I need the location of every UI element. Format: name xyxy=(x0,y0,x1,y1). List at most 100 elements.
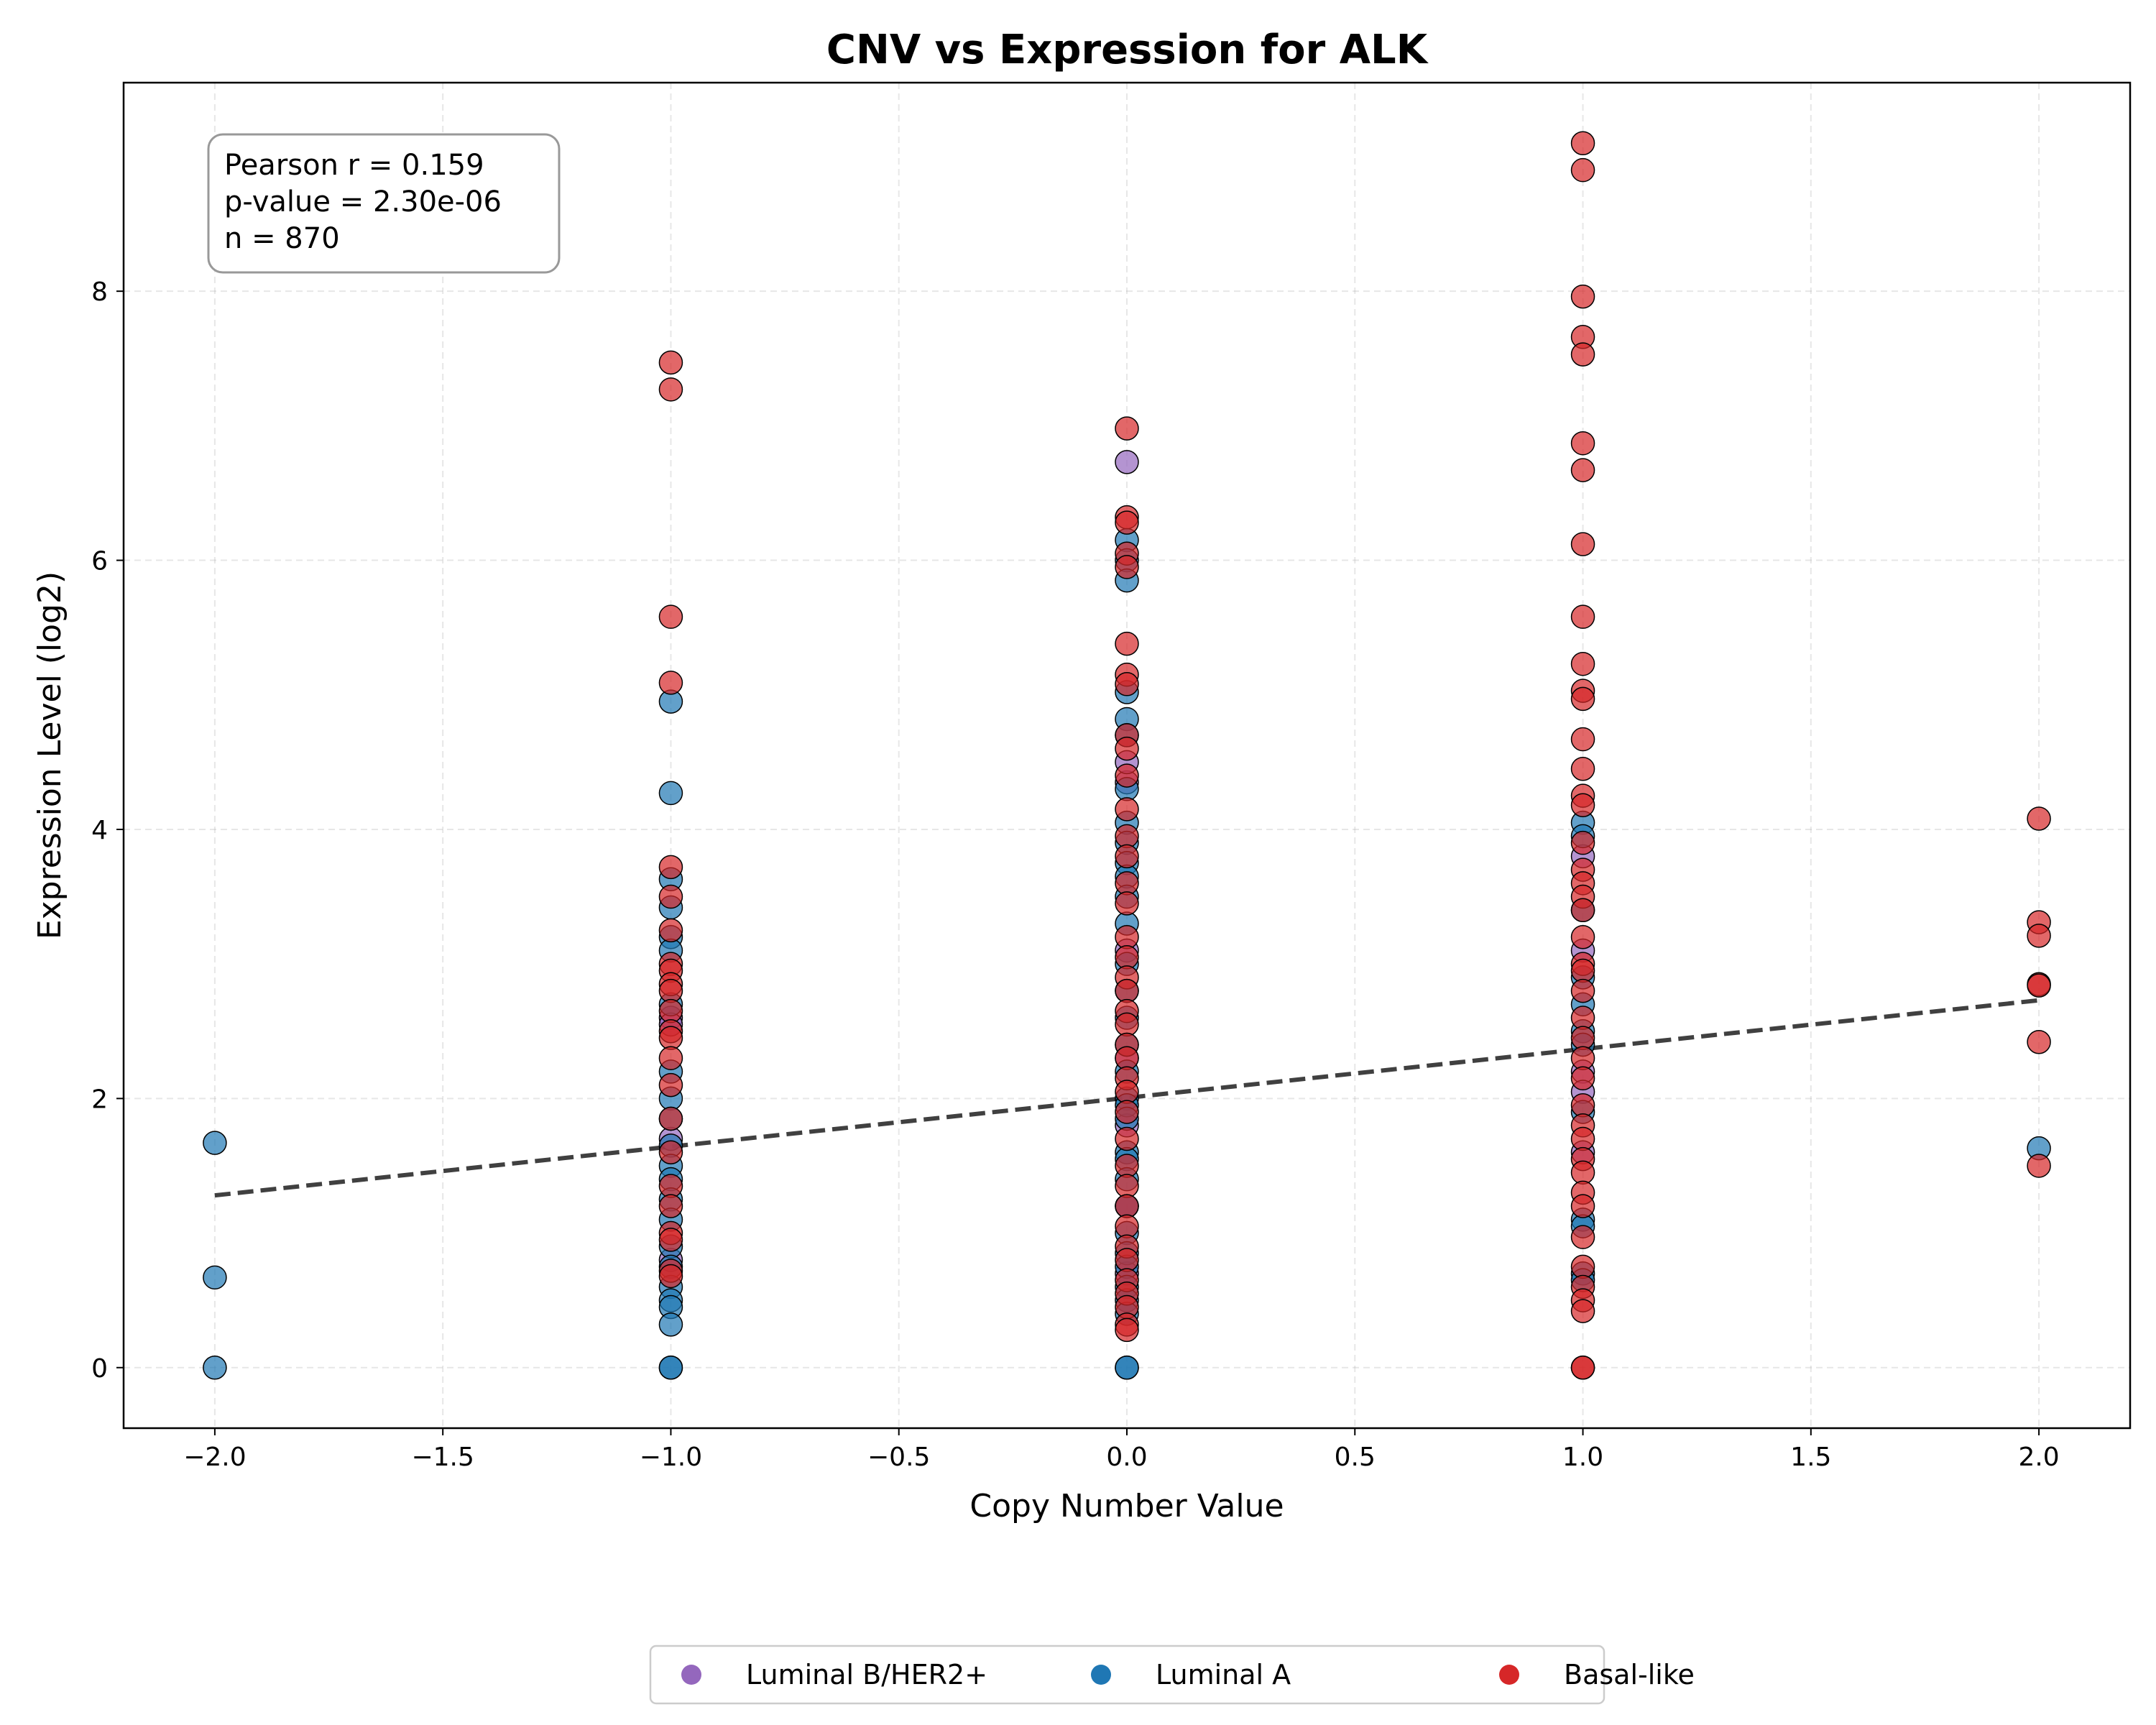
data-point xyxy=(1115,871,1139,896)
data-point xyxy=(658,1312,683,1337)
data-point xyxy=(1570,793,1595,818)
legend-marker xyxy=(1499,1665,1519,1685)
data-point xyxy=(658,1356,683,1380)
data-point xyxy=(1115,891,1139,916)
data-point xyxy=(1115,672,1139,696)
data-point xyxy=(1570,898,1595,923)
data-point xyxy=(658,1264,683,1289)
data-point xyxy=(1570,1046,1595,1070)
data-point xyxy=(1570,1254,1595,1279)
stats-box: Pearson r = 0.159 p-value = 2.30e-06 n =… xyxy=(207,133,561,274)
data-point xyxy=(658,1106,683,1131)
legend-frame xyxy=(649,1644,1606,1705)
data-point xyxy=(1115,1126,1139,1151)
legend-items: Luminal B/HER2+ Luminal A Basal-like xyxy=(681,1659,1695,1690)
y-tick-label: 8 xyxy=(91,277,108,307)
x-tick-label: 1.5 xyxy=(1790,1443,1831,1472)
data-point xyxy=(1570,958,1595,983)
data-point xyxy=(1570,284,1595,309)
x-tick-label: −1.0 xyxy=(640,1443,702,1472)
data-point xyxy=(658,1140,683,1164)
data-point xyxy=(1115,1317,1139,1343)
x-axis-label: Copy Number Value xyxy=(969,1488,1284,1524)
data-point xyxy=(1115,763,1139,788)
data-point xyxy=(1570,924,1595,949)
data-point xyxy=(1115,1356,1139,1380)
data-point xyxy=(2027,973,2051,998)
y-axis-label: Expression Level (log2) xyxy=(32,571,68,939)
data-point xyxy=(1570,1126,1595,1151)
data-point xyxy=(658,1072,683,1098)
data-point xyxy=(1115,1080,1139,1104)
data-point xyxy=(1115,416,1139,441)
data-point xyxy=(1115,824,1139,849)
data-point xyxy=(658,1174,683,1198)
legend: Luminal B/HER2+ Luminal A Basal-like xyxy=(649,1644,1695,1705)
x-tick-label: 0.5 xyxy=(1335,1443,1376,1472)
data-point xyxy=(1115,797,1139,822)
x-axis-ticks: −2.0 −1.5 −1.0 −0.5 0.0 0.5 1.0 1.5 2.0 xyxy=(183,1428,2060,1472)
data-point xyxy=(1115,978,1139,1003)
y-tick-label: 4 xyxy=(91,816,108,845)
data-point xyxy=(658,918,683,943)
data-point xyxy=(1570,342,1595,367)
data-point xyxy=(2027,924,2051,948)
data-point xyxy=(658,604,683,629)
y-tick-label: 6 xyxy=(91,547,108,576)
data-point xyxy=(1570,131,1595,155)
data-point xyxy=(1115,1174,1139,1198)
data-point xyxy=(1115,945,1139,970)
data-point xyxy=(1570,756,1595,781)
data-point xyxy=(1570,1299,1595,1323)
data-point xyxy=(1570,532,1595,556)
data-point xyxy=(658,1046,683,1070)
data-point xyxy=(1570,1092,1595,1118)
data-point xyxy=(1115,1100,1139,1124)
chart-title: CNV vs Expression for ALK xyxy=(826,27,1429,73)
data-point xyxy=(2027,1154,2051,1178)
data-point xyxy=(658,1026,683,1050)
data-point xyxy=(203,1131,227,1155)
legend-marker xyxy=(681,1665,701,1685)
data-point xyxy=(658,998,683,1024)
stats-box-frame xyxy=(207,133,561,274)
legend-label: Basal-like xyxy=(1564,1659,1695,1690)
x-tick-label: 2.0 xyxy=(2018,1443,2059,1472)
stats-pearson-r: Pearson r = 0.159 xyxy=(224,149,484,182)
data-point xyxy=(1570,1026,1595,1050)
stats-p-value: p-value = 2.30e-06 xyxy=(224,185,502,218)
regression-line xyxy=(214,998,2040,1198)
x-tick-label: 0.0 xyxy=(1106,1443,1147,1472)
data-point xyxy=(1115,1046,1139,1070)
x-tick-label: −0.5 xyxy=(867,1443,930,1472)
data-point xyxy=(658,884,683,909)
x-tick-label: −1.5 xyxy=(411,1443,474,1472)
legend-label: Luminal B/HER2+ xyxy=(746,1659,987,1690)
data-point xyxy=(1115,1012,1139,1037)
data-point xyxy=(1570,1160,1595,1185)
data-point xyxy=(1570,1225,1595,1249)
data-point xyxy=(1115,736,1139,761)
data-point xyxy=(658,855,683,880)
series-basal-like xyxy=(658,131,2051,1380)
data-point xyxy=(1570,727,1595,752)
data-point xyxy=(658,350,683,375)
data-point xyxy=(1570,604,1595,629)
y-tick-label: 0 xyxy=(91,1354,108,1384)
data-point xyxy=(1570,431,1595,456)
data-point xyxy=(658,1228,683,1252)
data-point xyxy=(1115,1214,1139,1238)
data-point xyxy=(203,1265,227,1290)
x-tick-label: 1.0 xyxy=(1562,1443,1603,1472)
y-tick-label: 2 xyxy=(91,1085,108,1114)
data-point xyxy=(1570,1356,1595,1380)
data-point xyxy=(1570,651,1595,676)
data-point xyxy=(658,671,683,695)
data-point xyxy=(1570,830,1595,855)
data-point xyxy=(1115,1194,1139,1218)
y-axis-ticks: 0 2 4 6 8 xyxy=(91,277,124,1384)
data-point xyxy=(1570,1066,1595,1091)
